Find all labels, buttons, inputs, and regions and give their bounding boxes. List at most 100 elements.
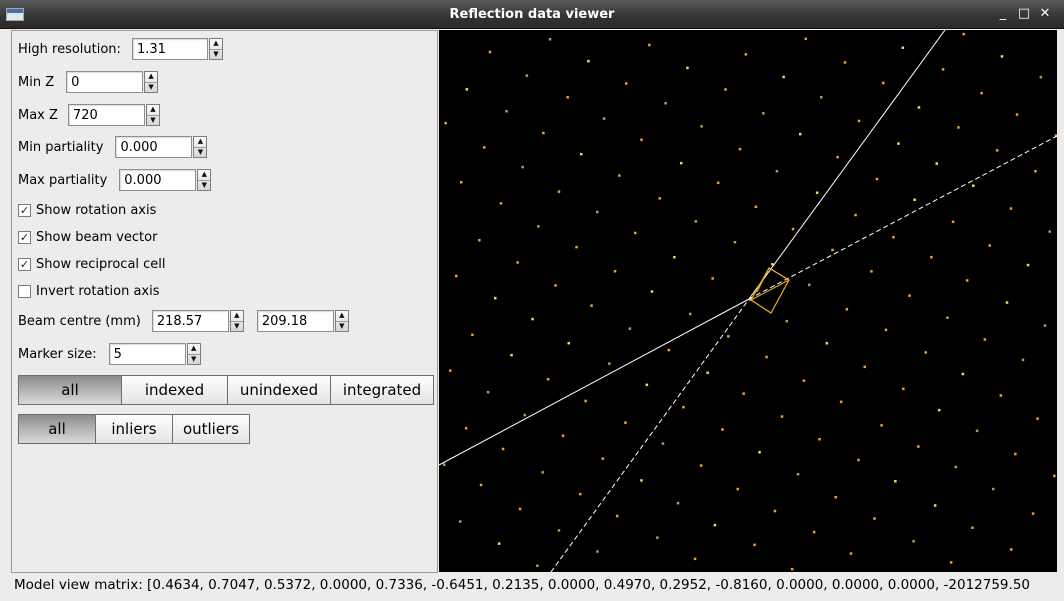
marker-size-spinner[interactable]: ▲ ▼ bbox=[186, 343, 201, 365]
reflection-spot bbox=[689, 312, 692, 316]
beam-centre-x-spinner[interactable]: ▲ ▼ bbox=[229, 310, 244, 332]
filter-all-button[interactable]: all bbox=[19, 376, 122, 404]
spin-down-icon[interactable]: ▼ bbox=[194, 146, 207, 158]
max-z-spinner[interactable]: ▲ ▼ bbox=[145, 104, 160, 126]
close-button[interactable]: ✕ bbox=[1039, 6, 1051, 21]
reflection-spot bbox=[946, 316, 949, 319]
reflection-spot bbox=[656, 536, 659, 539]
reflection-spot bbox=[902, 387, 905, 391]
min-partiality-spinner[interactable]: ▲ ▼ bbox=[193, 136, 208, 158]
reflection-spot bbox=[699, 464, 703, 467]
reflection-spot bbox=[664, 102, 667, 105]
reflection-spot bbox=[892, 236, 895, 239]
spin-down-icon[interactable]: ▼ bbox=[198, 179, 211, 191]
checkbox-check-icon[interactable]: ✓ bbox=[18, 257, 31, 271]
reflection-spot bbox=[601, 457, 604, 460]
window-icon[interactable] bbox=[6, 8, 24, 21]
spin-down-icon[interactable]: ▼ bbox=[230, 320, 243, 332]
beam-vector-line bbox=[550, 298, 750, 572]
reflection-spot bbox=[541, 471, 544, 474]
reflection-spot bbox=[479, 483, 483, 487]
reflection-spot bbox=[930, 255, 933, 259]
max-partiality-spinner[interactable]: ▲ ▼ bbox=[197, 169, 212, 191]
reflection-spot bbox=[775, 170, 779, 173]
outliers-button[interactable]: outliers bbox=[173, 415, 249, 443]
reflection-spot bbox=[825, 342, 829, 345]
spin-up-icon[interactable]: ▲ bbox=[339, 311, 345, 319]
spin-down-icon[interactable]: ▼ bbox=[335, 320, 348, 332]
show-reciprocal-cell-checkbox[interactable]: ✓ Show reciprocal cell bbox=[18, 252, 166, 276]
checkbox-check-icon[interactable]: ✓ bbox=[18, 230, 31, 244]
filter-integrated-button[interactable]: integrated bbox=[331, 376, 433, 404]
reflection-spot bbox=[561, 434, 565, 437]
beam-centre-y-input[interactable] bbox=[256, 310, 334, 332]
reflection-spot bbox=[961, 372, 965, 376]
checkbox-empty-icon[interactable] bbox=[18, 284, 31, 298]
filter-unindexed-button[interactable]: unindexed bbox=[228, 376, 331, 404]
invert-rotation-axis-checkbox[interactable]: Invert rotation axis bbox=[18, 279, 160, 303]
min-partiality-input[interactable] bbox=[115, 136, 193, 158]
reflection-spot bbox=[608, 362, 611, 365]
reflection-spot bbox=[584, 399, 587, 403]
reflection-spot bbox=[1015, 113, 1019, 116]
reflection-viewer-canvas[interactable] bbox=[439, 30, 1057, 572]
reflection-spot bbox=[884, 328, 888, 332]
reflection-spot bbox=[782, 75, 785, 79]
reflection-spot bbox=[680, 161, 683, 165]
spin-up-icon[interactable]: ▲ bbox=[213, 39, 219, 47]
spin-up-icon[interactable]: ▲ bbox=[190, 344, 197, 352]
beam-vector-line-far bbox=[748, 135, 1057, 300]
min-z-spinner[interactable]: ▲ ▼ bbox=[144, 71, 159, 93]
minimize-button[interactable]: _ bbox=[999, 6, 1007, 21]
marker-size-input[interactable] bbox=[108, 343, 186, 365]
reflection-spot bbox=[724, 88, 727, 91]
reflection-spot bbox=[501, 447, 505, 451]
show-beam-vector-checkbox[interactable]: ✓ Show beam vector bbox=[18, 225, 157, 249]
window-title: Reflection data viewer bbox=[449, 7, 615, 22]
status-bar: Model view matrix: [0.4634, 0.7047, 0.53… bbox=[14, 577, 1030, 593]
reflection-spot bbox=[602, 117, 606, 120]
show-rotation-axis-checkbox[interactable]: ✓ Show rotation axis bbox=[18, 198, 156, 222]
reflection-spot bbox=[951, 220, 955, 224]
high-resolution-input[interactable] bbox=[131, 38, 208, 60]
reflection-spot bbox=[505, 110, 508, 113]
reflection-spot bbox=[624, 421, 627, 424]
spin-up-icon[interactable]: ▲ bbox=[197, 137, 204, 145]
reflection-spot bbox=[548, 38, 552, 41]
reflection-spot bbox=[443, 463, 446, 466]
beam-centre-y-spinner[interactable]: ▲ ▼ bbox=[334, 310, 349, 332]
beam-centre-x-input[interactable] bbox=[151, 310, 229, 332]
spin-down-icon[interactable]: ▼ bbox=[187, 353, 200, 365]
reflection-spot bbox=[676, 501, 680, 505]
maximize-button[interactable]: □ bbox=[1017, 6, 1031, 21]
reflection-spot bbox=[640, 138, 643, 141]
reflection-spot bbox=[721, 428, 724, 431]
filter-indexed-button[interactable]: indexed bbox=[122, 376, 228, 404]
reflection-spot bbox=[845, 308, 849, 311]
spin-down-icon[interactable]: ▼ bbox=[145, 81, 158, 93]
reflection-spot bbox=[971, 526, 974, 529]
max-partiality-input[interactable] bbox=[119, 169, 197, 191]
reflection-viewer-svg[interactable] bbox=[439, 30, 1057, 572]
high-resolution-spinner[interactable]: ▲ ▼ bbox=[208, 38, 223, 60]
reflection-spot bbox=[465, 88, 469, 91]
reflection-spot bbox=[658, 197, 661, 200]
spin-up-icon[interactable]: ▲ bbox=[201, 170, 207, 178]
max-z-input[interactable] bbox=[67, 104, 145, 126]
spin-up-icon[interactable]: ▲ bbox=[234, 311, 240, 319]
spin-down-icon[interactable]: ▼ bbox=[209, 48, 222, 60]
reflection-spot bbox=[812, 530, 816, 534]
reflection-spot bbox=[836, 155, 839, 159]
spin-up-icon[interactable]: ▲ bbox=[150, 105, 156, 113]
reflection-spot bbox=[460, 181, 463, 184]
invert-rotation-axis-label: Invert rotation axis bbox=[36, 283, 160, 299]
spin-up-icon[interactable]: ▲ bbox=[148, 72, 154, 80]
outlier-all-button[interactable]: all bbox=[19, 415, 96, 443]
checkbox-check-icon[interactable]: ✓ bbox=[18, 203, 31, 217]
inliers-button[interactable]: inliers bbox=[96, 415, 173, 443]
min-z-input[interactable] bbox=[66, 71, 144, 93]
reflection-spot bbox=[818, 438, 821, 441]
reflection-spot bbox=[938, 408, 941, 412]
spin-down-icon[interactable]: ▼ bbox=[146, 114, 159, 126]
reflection-spot bbox=[1053, 474, 1056, 478]
